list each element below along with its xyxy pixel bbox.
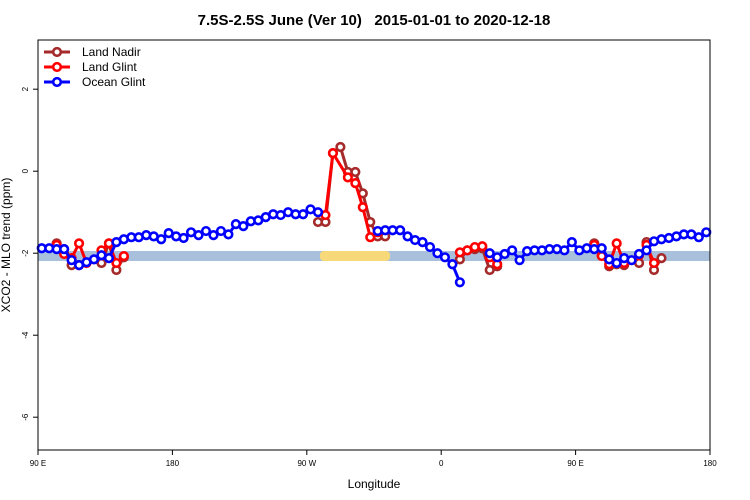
series-point	[238, 221, 249, 232]
series-point	[611, 238, 622, 249]
plot-frame	[37, 39, 711, 451]
series-point	[432, 248, 443, 259]
series-point	[484, 248, 495, 259]
series-point	[350, 177, 361, 189]
series-point	[208, 230, 219, 241]
series-point	[566, 237, 577, 248]
series-point	[499, 248, 510, 260]
x-tick-label: 180	[166, 459, 180, 468]
x-tick-label: 0	[439, 459, 444, 468]
y-tick-label: -6	[21, 413, 30, 421]
series-point	[350, 166, 361, 178]
series-point	[66, 255, 77, 266]
series-point	[178, 232, 189, 244]
series-point	[335, 141, 346, 153]
series-point	[327, 148, 339, 159]
series-point	[447, 259, 458, 270]
y-tick-label: -2	[21, 249, 30, 257]
chart-title: 7.5S-2.5S June (Ver 10) 2015-01-01 to 20…	[198, 12, 551, 29]
series-point	[454, 277, 465, 288]
series-point	[439, 252, 451, 263]
series-point	[611, 257, 622, 269]
series-point	[424, 241, 436, 253]
series-point	[111, 257, 122, 269]
series-point	[342, 172, 353, 183]
legend-marker	[51, 76, 63, 88]
series-point	[484, 264, 495, 276]
series-point	[156, 234, 167, 245]
x-axis-title: Longitude	[348, 477, 401, 491]
series-point	[514, 255, 525, 266]
series-point	[477, 241, 488, 252]
surface-band-land	[320, 251, 390, 261]
series-point	[693, 232, 704, 243]
series-point	[59, 244, 70, 255]
series-point	[200, 225, 212, 237]
series-point	[223, 229, 234, 240]
series-point	[633, 248, 645, 260]
series-point	[701, 227, 712, 238]
legend-marker	[51, 46, 63, 58]
series-point	[88, 254, 100, 265]
series-point	[103, 253, 115, 264]
series-point	[193, 230, 204, 241]
series-point	[641, 245, 652, 256]
legend-label: Land Glint	[82, 60, 137, 74]
legend-label: Ocean Glint	[82, 75, 146, 89]
series-point	[604, 254, 615, 265]
y-axis-title: XCO2 - MLO trend (ppm)	[0, 178, 13, 313]
x-tick-label: 180	[703, 459, 717, 468]
series-point	[507, 245, 518, 256]
y-tick-label: 2	[21, 86, 30, 91]
y-tick-label: -4	[21, 331, 30, 339]
series-point	[297, 209, 309, 220]
series-point	[357, 202, 368, 213]
x-tick-label: 90 E	[567, 459, 583, 468]
series-point	[596, 243, 607, 254]
x-tick-label: 90 W	[297, 459, 316, 468]
series-point	[559, 245, 570, 256]
plot-area	[36, 141, 712, 288]
series-point	[417, 237, 428, 248]
legend-marker	[51, 61, 63, 73]
series-point	[395, 225, 406, 236]
series-point	[365, 232, 376, 243]
series-point	[73, 238, 85, 249]
series-point	[118, 250, 129, 262]
series-point	[402, 231, 413, 242]
series-point	[656, 253, 667, 264]
series-point	[312, 207, 324, 218]
x-tick-label: 90 E	[30, 459, 46, 468]
y-tick-label: 0	[21, 168, 30, 173]
series-point	[626, 255, 637, 266]
series-point	[648, 257, 660, 269]
legend-label: Land Nadir	[82, 45, 141, 59]
